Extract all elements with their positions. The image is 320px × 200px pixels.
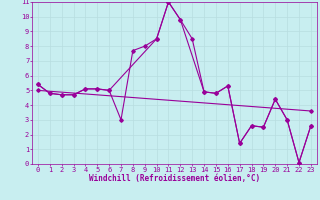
X-axis label: Windchill (Refroidissement éolien,°C): Windchill (Refroidissement éolien,°C) [89, 174, 260, 183]
